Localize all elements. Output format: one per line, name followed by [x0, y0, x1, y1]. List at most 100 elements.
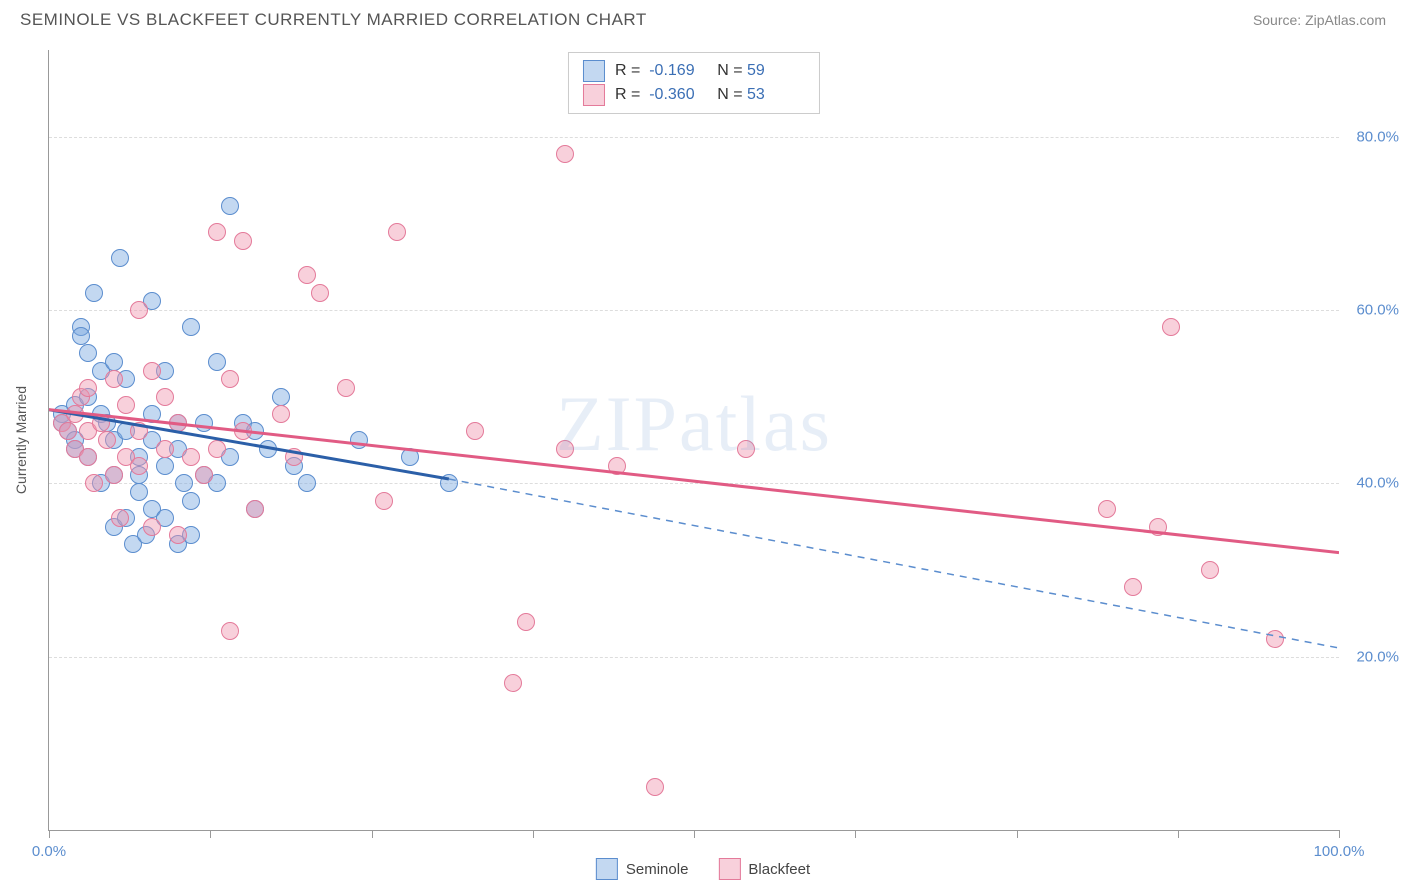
data-point [130, 301, 148, 319]
legend-stat-row: R = -0.169 N = 59 [583, 59, 805, 83]
gridline [49, 137, 1339, 138]
legend-swatch [583, 60, 605, 82]
data-point [234, 422, 252, 440]
data-point [182, 318, 200, 336]
data-point [143, 405, 161, 423]
data-point [1149, 518, 1167, 536]
data-point [646, 778, 664, 796]
legend-n-value: 59 [747, 62, 805, 80]
data-point [517, 613, 535, 631]
data-point [208, 353, 226, 371]
data-point [143, 518, 161, 536]
data-point [111, 509, 129, 527]
data-point [85, 284, 103, 302]
data-point [130, 457, 148, 475]
data-point [311, 284, 329, 302]
chart-source: Source: ZipAtlas.com [1253, 12, 1386, 28]
data-point [175, 474, 193, 492]
data-point [1098, 500, 1116, 518]
data-point [208, 223, 226, 241]
watermark: ZIPatlas [556, 379, 832, 469]
x-tick [1178, 830, 1179, 838]
data-point [111, 249, 129, 267]
legend-n-label: N = 53 [717, 86, 805, 104]
x-tick [1339, 830, 1340, 838]
data-point [195, 466, 213, 484]
data-point [182, 448, 200, 466]
x-tick [694, 830, 695, 838]
data-point [556, 145, 574, 163]
data-point [117, 396, 135, 414]
data-point [1162, 318, 1180, 336]
data-point [608, 457, 626, 475]
data-point [388, 223, 406, 241]
data-point [272, 405, 290, 423]
legend-stats: R = -0.169 N = 59 R = -0.360 N = 53 [568, 52, 820, 114]
x-tick [1017, 830, 1018, 838]
data-point [246, 500, 264, 518]
data-point [401, 448, 419, 466]
data-point [298, 266, 316, 284]
data-point [285, 448, 303, 466]
data-point [105, 370, 123, 388]
data-point [259, 440, 277, 458]
x-tick [49, 830, 50, 838]
legend-swatch [596, 858, 618, 880]
data-point [66, 405, 84, 423]
data-point [79, 344, 97, 362]
data-point [556, 440, 574, 458]
x-tick-label: 0.0% [32, 843, 66, 860]
data-point [737, 440, 755, 458]
legend-n-label: N = 59 [717, 62, 805, 80]
scatter-chart: Currently Married ZIPatlas R = -0.169N =… [48, 50, 1339, 831]
gridline [49, 310, 1339, 311]
data-point [440, 474, 458, 492]
data-point [59, 422, 77, 440]
legend-swatch [583, 84, 605, 106]
data-point [130, 483, 148, 501]
data-point [98, 431, 116, 449]
data-point [79, 379, 97, 397]
x-tick [533, 830, 534, 838]
data-point [221, 622, 239, 640]
legend-label: Blackfeet [748, 861, 810, 878]
gridline [49, 657, 1339, 658]
chart-title: SEMINOLE VS BLACKFEET CURRENTLY MARRIED … [20, 10, 647, 30]
data-point [105, 466, 123, 484]
legend-series: Seminole Blackfeet [596, 858, 810, 880]
y-tick-label: 40.0% [1356, 475, 1399, 492]
data-point [350, 431, 368, 449]
data-point [92, 414, 110, 432]
legend-item: Blackfeet [718, 858, 810, 880]
data-point [1124, 578, 1142, 596]
data-point [169, 526, 187, 544]
data-point [375, 492, 393, 510]
legend-r-value: -0.360 [649, 86, 707, 104]
data-point [298, 474, 316, 492]
y-axis-label: Currently Married [13, 386, 29, 494]
x-tick [210, 830, 211, 838]
data-point [79, 448, 97, 466]
data-point [169, 414, 187, 432]
y-tick-label: 20.0% [1356, 648, 1399, 665]
data-point [1266, 630, 1284, 648]
data-point [234, 232, 252, 250]
x-tick [372, 830, 373, 838]
legend-item: Seminole [596, 858, 689, 880]
data-point [156, 457, 174, 475]
legend-swatch [718, 858, 740, 880]
legend-r-label: R = -0.169 [615, 62, 707, 80]
legend-r-label: R = -0.360 [615, 86, 707, 104]
chart-header: SEMINOLE VS BLACKFEET CURRENTLY MARRIED … [0, 0, 1406, 36]
x-tick-label: 100.0% [1314, 843, 1365, 860]
data-point [182, 492, 200, 510]
data-point [221, 370, 239, 388]
legend-r-value: -0.169 [649, 62, 707, 80]
data-point [208, 440, 226, 458]
data-point [1201, 561, 1219, 579]
data-point [504, 674, 522, 692]
data-point [156, 440, 174, 458]
data-point [337, 379, 355, 397]
data-point [72, 327, 90, 345]
legend-label: Seminole [626, 861, 689, 878]
